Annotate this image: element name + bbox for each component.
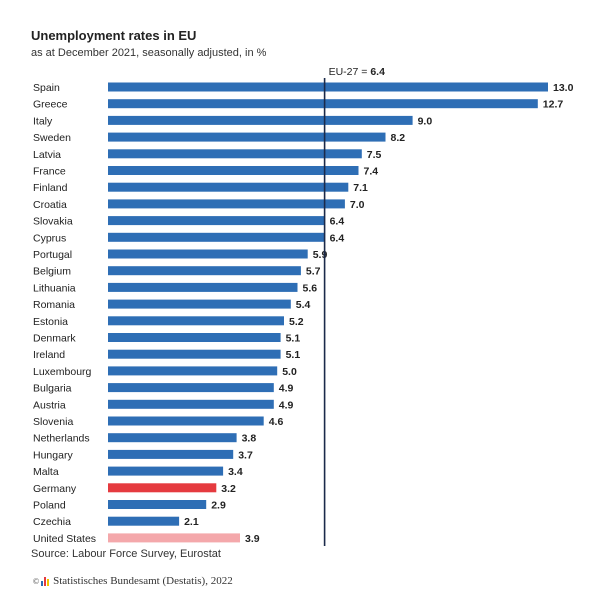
- bar-finland: [108, 182, 349, 192]
- category-label-finland: Finland: [33, 182, 68, 194]
- bar-sweden: [108, 132, 386, 142]
- category-label-cyprus: Cyprus: [33, 232, 66, 244]
- value-label-germany: 3.2: [221, 483, 236, 495]
- category-label-malta: Malta: [33, 466, 59, 478]
- value-label-france: 7.4: [364, 166, 379, 178]
- value-label-lithuania: 5.6: [303, 282, 318, 294]
- bar-slovenia: [108, 416, 264, 426]
- footer-text: Statistisches Bundesamt (Destatis), 2022: [53, 575, 233, 587]
- eu27-reference-label: EU-27 = 6.4: [329, 66, 385, 78]
- category-label-spain: Spain: [33, 82, 60, 94]
- bar-italy: [108, 115, 413, 125]
- category-label-bulgaria: Bulgaria: [33, 383, 72, 395]
- value-label-cyprus: 6.4: [330, 232, 345, 244]
- bar-lithuania: [108, 282, 298, 292]
- value-label-sweden: 8.2: [391, 132, 406, 144]
- bar-austria: [108, 399, 274, 409]
- source-note: Source: Labour Force Survey, Eurostat: [31, 548, 221, 560]
- chart-title: Unemployment rates in EU: [31, 28, 197, 43]
- bar-denmark: [108, 333, 281, 342]
- bar-latvia: [108, 149, 362, 159]
- category-label-poland: Poland: [33, 500, 66, 512]
- bar-united-states: [108, 533, 240, 543]
- bar-france: [108, 166, 359, 175]
- value-label-bulgaria: 4.9: [279, 383, 294, 395]
- category-label-luxembourg: Luxembourg: [33, 366, 92, 378]
- bar-greece: [108, 99, 538, 109]
- value-label-slovakia: 6.4: [330, 216, 345, 228]
- value-label-austria: 4.9: [279, 399, 294, 411]
- value-label-italy: 9.0: [418, 115, 433, 127]
- value-label-united-states: 3.9: [245, 533, 260, 545]
- category-label-france: France: [33, 166, 66, 178]
- category-label-portugal: Portugal: [33, 249, 72, 261]
- category-label-slovenia: Slovenia: [33, 416, 73, 428]
- category-label-latvia: Latvia: [33, 149, 61, 161]
- value-label-romania: 5.4: [296, 299, 311, 311]
- bar-portugal: [108, 249, 308, 259]
- destatis-logo-icon: [41, 576, 50, 586]
- footer: © Statistisches Bundesamt (Destatis), 20…: [33, 575, 233, 587]
- category-label-hungary: Hungary: [33, 449, 73, 461]
- value-label-slovenia: 4.6: [269, 416, 284, 428]
- value-label-spain: 13.0: [553, 82, 574, 94]
- bar-spain: [108, 82, 548, 92]
- category-label-sweden: Sweden: [33, 132, 71, 144]
- bar-estonia: [108, 316, 284, 326]
- bar-hungary: [108, 449, 234, 459]
- category-label-slovakia: Slovakia: [33, 216, 73, 228]
- value-label-finland: 7.1: [353, 182, 368, 194]
- category-label-croatia: Croatia: [33, 199, 67, 211]
- bar-cyprus: [108, 232, 325, 242]
- category-label-lithuania: Lithuania: [33, 282, 76, 294]
- value-label-netherlands: 3.8: [242, 433, 257, 445]
- value-label-estonia: 5.2: [289, 316, 304, 328]
- category-label-ireland: Ireland: [33, 349, 65, 361]
- category-label-estonia: Estonia: [33, 316, 68, 328]
- category-label-germany: Germany: [33, 483, 77, 495]
- bar-poland: [108, 500, 207, 509]
- value-label-ireland: 5.1: [286, 349, 301, 361]
- bar-czechia: [108, 516, 180, 526]
- value-label-latvia: 7.5: [367, 149, 382, 161]
- bar-slovakia: [108, 216, 325, 226]
- category-label-denmark: Denmark: [33, 333, 76, 345]
- value-label-luxembourg: 5.0: [282, 366, 297, 378]
- value-label-greece: 12.7: [543, 99, 564, 111]
- value-label-croatia: 7.0: [350, 199, 365, 211]
- bar-malta: [108, 466, 224, 476]
- category-label-austria: Austria: [33, 399, 66, 411]
- category-label-greece: Greece: [33, 99, 68, 111]
- value-label-malta: 3.4: [228, 466, 243, 478]
- value-label-denmark: 5.1: [286, 333, 301, 345]
- bar-netherlands: [108, 433, 237, 443]
- copyright-icon: ©: [33, 576, 40, 586]
- value-label-hungary: 3.7: [238, 449, 253, 461]
- bar-luxembourg: [108, 366, 278, 376]
- value-label-poland: 2.9: [211, 500, 226, 512]
- bar-croatia: [108, 199, 345, 209]
- category-label-romania: Romania: [33, 299, 75, 311]
- bar-germany: [108, 483, 217, 493]
- value-label-czechia: 2.1: [184, 516, 199, 528]
- bar-ireland: [108, 349, 281, 359]
- category-label-czechia: Czechia: [33, 516, 71, 528]
- bar-belgium: [108, 266, 301, 276]
- category-label-netherlands: Netherlands: [33, 433, 90, 445]
- category-label-belgium: Belgium: [33, 266, 71, 278]
- value-label-portugal: 5.9: [313, 249, 328, 261]
- bar-romania: [108, 299, 291, 309]
- value-label-belgium: 5.7: [306, 266, 321, 278]
- chart-subtitle: as at December 2021, seasonally adjusted…: [31, 47, 267, 59]
- category-label-united-states: United States: [33, 533, 96, 545]
- bar-bulgaria: [108, 383, 274, 393]
- category-label-italy: Italy: [33, 115, 53, 127]
